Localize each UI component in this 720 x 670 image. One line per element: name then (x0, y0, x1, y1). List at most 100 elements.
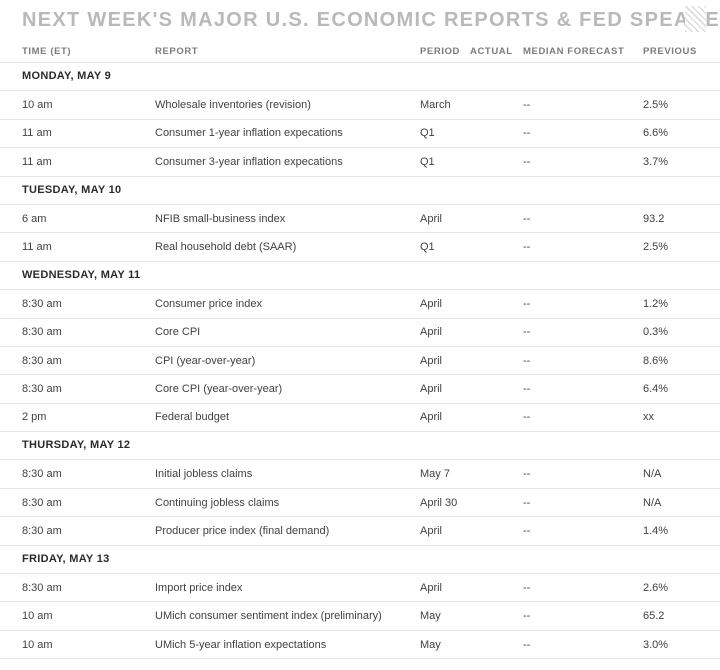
cell-median-forecast: -- (523, 411, 531, 424)
cell-time: 10 am (22, 99, 53, 112)
cell-median-forecast: -- (523, 581, 531, 594)
cell-median-forecast: -- (523, 155, 531, 168)
cell-median-forecast: -- (523, 297, 531, 310)
table-row: 10 am UMich consumer sentiment index (pre… (0, 602, 720, 631)
cell-period: March (420, 99, 451, 112)
table-row: 2 pm Federal budget April -- xx (0, 404, 720, 433)
cell-report: CPI (year-over-year) (155, 354, 256, 367)
cell-period: April (420, 524, 443, 537)
day-label: MONDAY, MAY 9 (22, 70, 112, 82)
table-row: 8:30 am CPI (year-over-year) April -- 8.6% (0, 347, 720, 376)
cell-period: April (420, 212, 443, 225)
cell-report: Consumer 1-year inflation expecations (155, 127, 343, 140)
day-label: TUESDAY, MAY 10 (22, 183, 122, 196)
table-row: 11 am Consumer 1-year inflation expecatio… (0, 120, 720, 149)
cell-median-forecast: -- (523, 496, 531, 509)
cell-median-forecast: -- (523, 638, 531, 651)
table-row: 8:30 am Core CPI April -- 0.3% (0, 319, 720, 347)
cell-previous: 8.6% (643, 354, 669, 367)
cell-time: 8:30 am (22, 326, 62, 339)
day-header-row-wednesday-may-11: WEDNESDAY, MAY 11 (0, 262, 720, 291)
day-header-row-thursday-may-12: THURSDAY, MAY 12 (0, 432, 720, 461)
cell-report: Federal budget (155, 411, 229, 424)
cell-time: 11 am (22, 155, 52, 168)
cell-report: Consumer price index (155, 297, 262, 310)
table-row: 8:30 am Continuing jobless claims April 30… (0, 489, 720, 518)
table-row: 8:30 am Consumer price index April -- 1.2% (0, 290, 720, 319)
cell-median-forecast: -- (523, 354, 531, 367)
cell-median-forecast: -- (523, 212, 531, 225)
table-row: 11 am Real household debt (SAAR) Q1 -- 2.5% (0, 233, 720, 262)
cell-report: Continuing jobless claims (155, 496, 280, 509)
cell-report: Core CPI (155, 326, 201, 339)
day-header-row-friday-may-13: FRIDAY, MAY 13 (0, 546, 720, 575)
cell-time: 8:30 am (22, 524, 62, 537)
cell-period: April (420, 354, 443, 367)
cell-report: Consumer 3-year inflation expecations (155, 155, 343, 168)
table-row: 8:30 am Initial jobless claims May 7 -- N/A (0, 460, 720, 489)
cell-time: 8:30 am (22, 382, 62, 395)
cell-time: 8:30 am (22, 354, 62, 367)
table-row: 8:30 am Import price index April -- 2.6% (0, 574, 720, 603)
cell-period: April (420, 326, 443, 339)
cell-report: Import price index (155, 581, 243, 594)
cell-time: 10 am (22, 610, 53, 623)
cell-period: April (420, 297, 443, 310)
cell-report: Producer price index (final demand) (155, 524, 330, 537)
table-row: 10 am Wholesale inventories (revision) Mar… (0, 91, 720, 120)
cell-report: UMich consumer sentiment index (prelimin… (155, 610, 382, 623)
cell-median-forecast: -- (523, 99, 531, 112)
cell-report: UMich 5-year inflation expectations (155, 638, 327, 651)
cell-period: May (420, 610, 441, 623)
day-label: WEDNESDAY, MAY 11 (22, 268, 141, 281)
cell-time: 8:30 am (22, 581, 62, 594)
cell-previous: 6.4% (643, 382, 669, 395)
cell-time: 8:30 am (22, 468, 62, 481)
table-row: 8:30 am Producer price index (final deman… (0, 517, 720, 546)
cell-time: 10 am (22, 638, 53, 651)
cell-time: 11 am (22, 241, 52, 254)
cell-report: Core CPI (year-over-year) (155, 382, 283, 395)
table-header-row: TIME (ET) REPORT PERIOD ACTUAL MEDIAN FORECA… (0, 40, 720, 63)
cell-period: Q1 (420, 241, 435, 254)
day-label: THURSDAY, MAY 12 (22, 439, 131, 452)
cell-median-forecast: -- (523, 468, 531, 481)
cell-previous: 3.7% (643, 155, 669, 168)
column-header-report: REPORT (155, 45, 199, 57)
cell-time: 8:30 am (22, 496, 62, 509)
day-header-row-monday-may-9: MONDAY, MAY 9 (0, 63, 720, 92)
diagonal-stripes-icon (685, 6, 706, 32)
column-header-median-forecast: MEDIAN FORECAST (523, 45, 625, 57)
column-header-previous: PREVIOUS (643, 45, 697, 57)
page-title: NEXT WEEK'S MAJOR U.S. ECONOMIC REPORTS … (22, 9, 720, 31)
cell-period: April (420, 581, 443, 594)
cell-previous: 65.2 (643, 610, 665, 623)
cell-time: 11 am (22, 127, 52, 140)
cell-report: NFIB small-business index (155, 212, 286, 225)
table-row: 6 am NFIB small-business index April -- 93.2 (0, 205, 720, 234)
cell-median-forecast: -- (523, 610, 531, 623)
cell-median-forecast: -- (523, 241, 531, 254)
cell-median-forecast: -- (523, 382, 531, 395)
table-row: 10 am UMich 5-year inflation expectations… (0, 631, 720, 660)
cell-previous: 3.0% (643, 638, 669, 651)
table-row: 8:30 am Core CPI (year-over-year) April -- 6… (0, 375, 720, 404)
cell-previous: 1.2% (643, 297, 669, 310)
column-header-time-et: TIME (ET) (22, 45, 72, 57)
day-header-row-tuesday-may-10: TUESDAY, MAY 10 (0, 177, 720, 205)
cell-time: 6 am (22, 212, 47, 225)
cell-previous: xx (643, 411, 654, 424)
cell-report: Initial jobless claims (155, 468, 253, 481)
cell-previous: N/A (643, 468, 662, 481)
reports-table: TIME (ET) REPORT PERIOD ACTUAL MEDIAN FORECA… (0, 40, 720, 660)
cell-period: April (420, 411, 443, 424)
cell-previous: 1.4% (643, 524, 669, 537)
cell-period: Q1 (420, 127, 435, 140)
masthead: NEXT WEEK'S MAJOR U.S. ECONOMIC REPORTS … (22, 6, 720, 34)
cell-previous: N/A (643, 496, 662, 509)
cell-previous: 93.2 (643, 212, 665, 225)
cell-previous: 6.6% (643, 127, 669, 140)
cell-previous: 0.3% (643, 326, 669, 339)
cell-previous: 2.5% (643, 241, 669, 254)
